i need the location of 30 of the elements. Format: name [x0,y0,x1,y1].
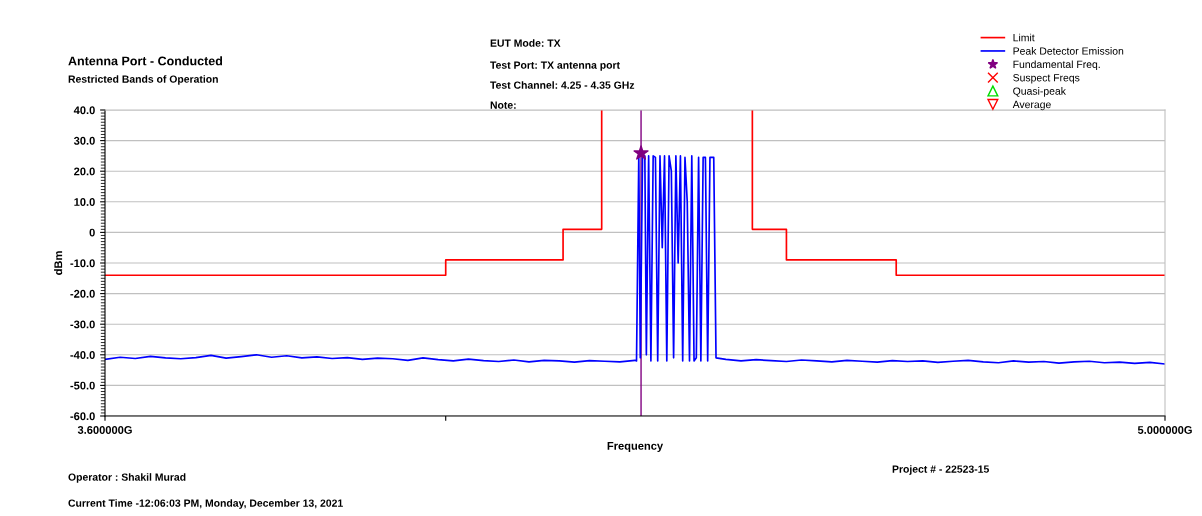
text: Operator : Shakil Murad [68,473,186,483]
y-tick-label: -30.0 [70,320,95,329]
y-tick-label: -40.0 [70,351,95,359]
y-tick-label: -50.0 [70,381,95,390]
y-tick-label: -20.0 [70,289,95,298]
y-axis-title: dBm [54,251,63,275]
y-tick-label: 20.0 [74,167,95,176]
x-tick-label: 3.600000G [77,426,132,434]
text: Current Time -12:06:03 PM, Monday, December 13, 2021 [68,499,343,509]
legend-label: Average [1012,100,1051,111]
y-tick-label: 0 [89,228,95,237]
legend-label: Peak Detector Emission [1013,47,1124,55]
legend-label: Suspect Freqs [1013,74,1080,84]
text: Note: [490,101,516,109]
y-tick-label: 30.0 [73,136,95,145]
y-tick-label: -10.0 [70,259,95,268]
legend-label: Fundamental Freq. [1013,60,1100,71]
text: Test Channel: 4.25 - 4.35 GHz [490,81,635,89]
text: Project # - 22523-15 [892,465,989,475]
x-axis-title: Frequency [607,442,664,452]
y-tick-label: 10.0 [74,198,95,206]
y-tick-label: 40.0 [73,106,95,115]
text: EUT Mode: TX [490,39,561,47]
chart-title: Antenna Port - Conducted [68,56,223,66]
y-tick-label: -60.0 [70,412,95,421]
chart-subtitle: Restricted Bands of Operation [68,75,218,85]
legend-label: Quasi-peak [1013,87,1066,97]
legend-label: Limit [1013,33,1035,42]
text: Test Port: TX antenna port [490,61,620,71]
x-tick-label: 5.000000G [1137,426,1192,434]
